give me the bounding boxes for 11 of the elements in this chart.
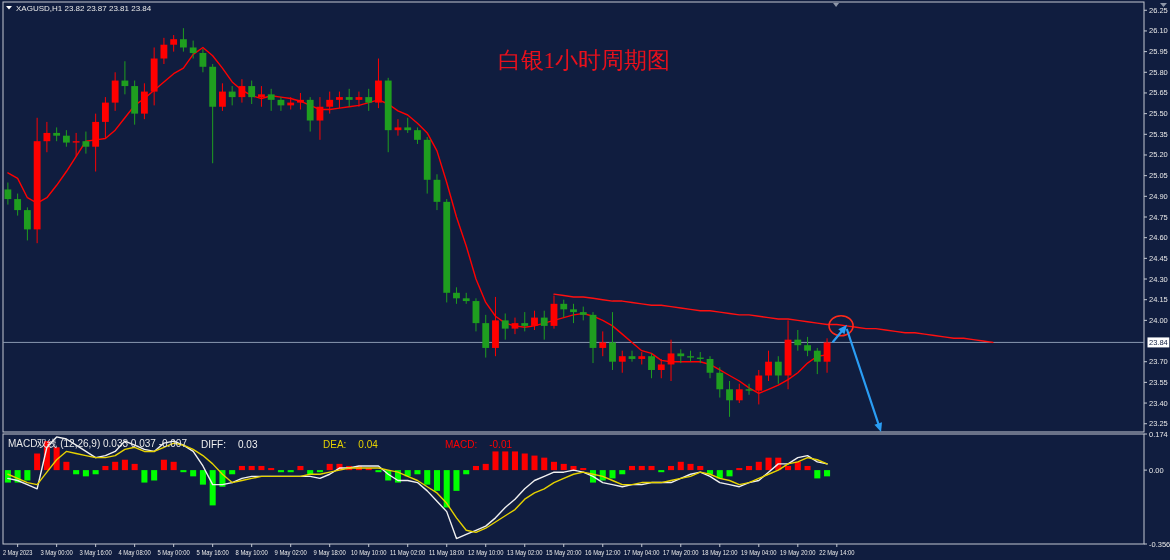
- legend-item: DEA: 0.04: [323, 438, 378, 450]
- series-label: DIFF:: [200, 438, 226, 450]
- legend-value: 0.03: [238, 438, 258, 450]
- series-label: DEA:: [322, 438, 347, 450]
- annotation: XAGUSD,H1 23.82 23.87 23.81 23.84: [16, 4, 152, 13]
- legend-item: DIFF: 0.03: [201, 438, 258, 450]
- series-label: MACD:: [444, 438, 478, 450]
- legend-value: 0.04: [358, 438, 378, 450]
- title: 白银1小时周期图: [497, 48, 670, 73]
- legend-item: MACD: -0.01: [445, 438, 512, 450]
- legend-value: -0.01: [489, 438, 512, 450]
